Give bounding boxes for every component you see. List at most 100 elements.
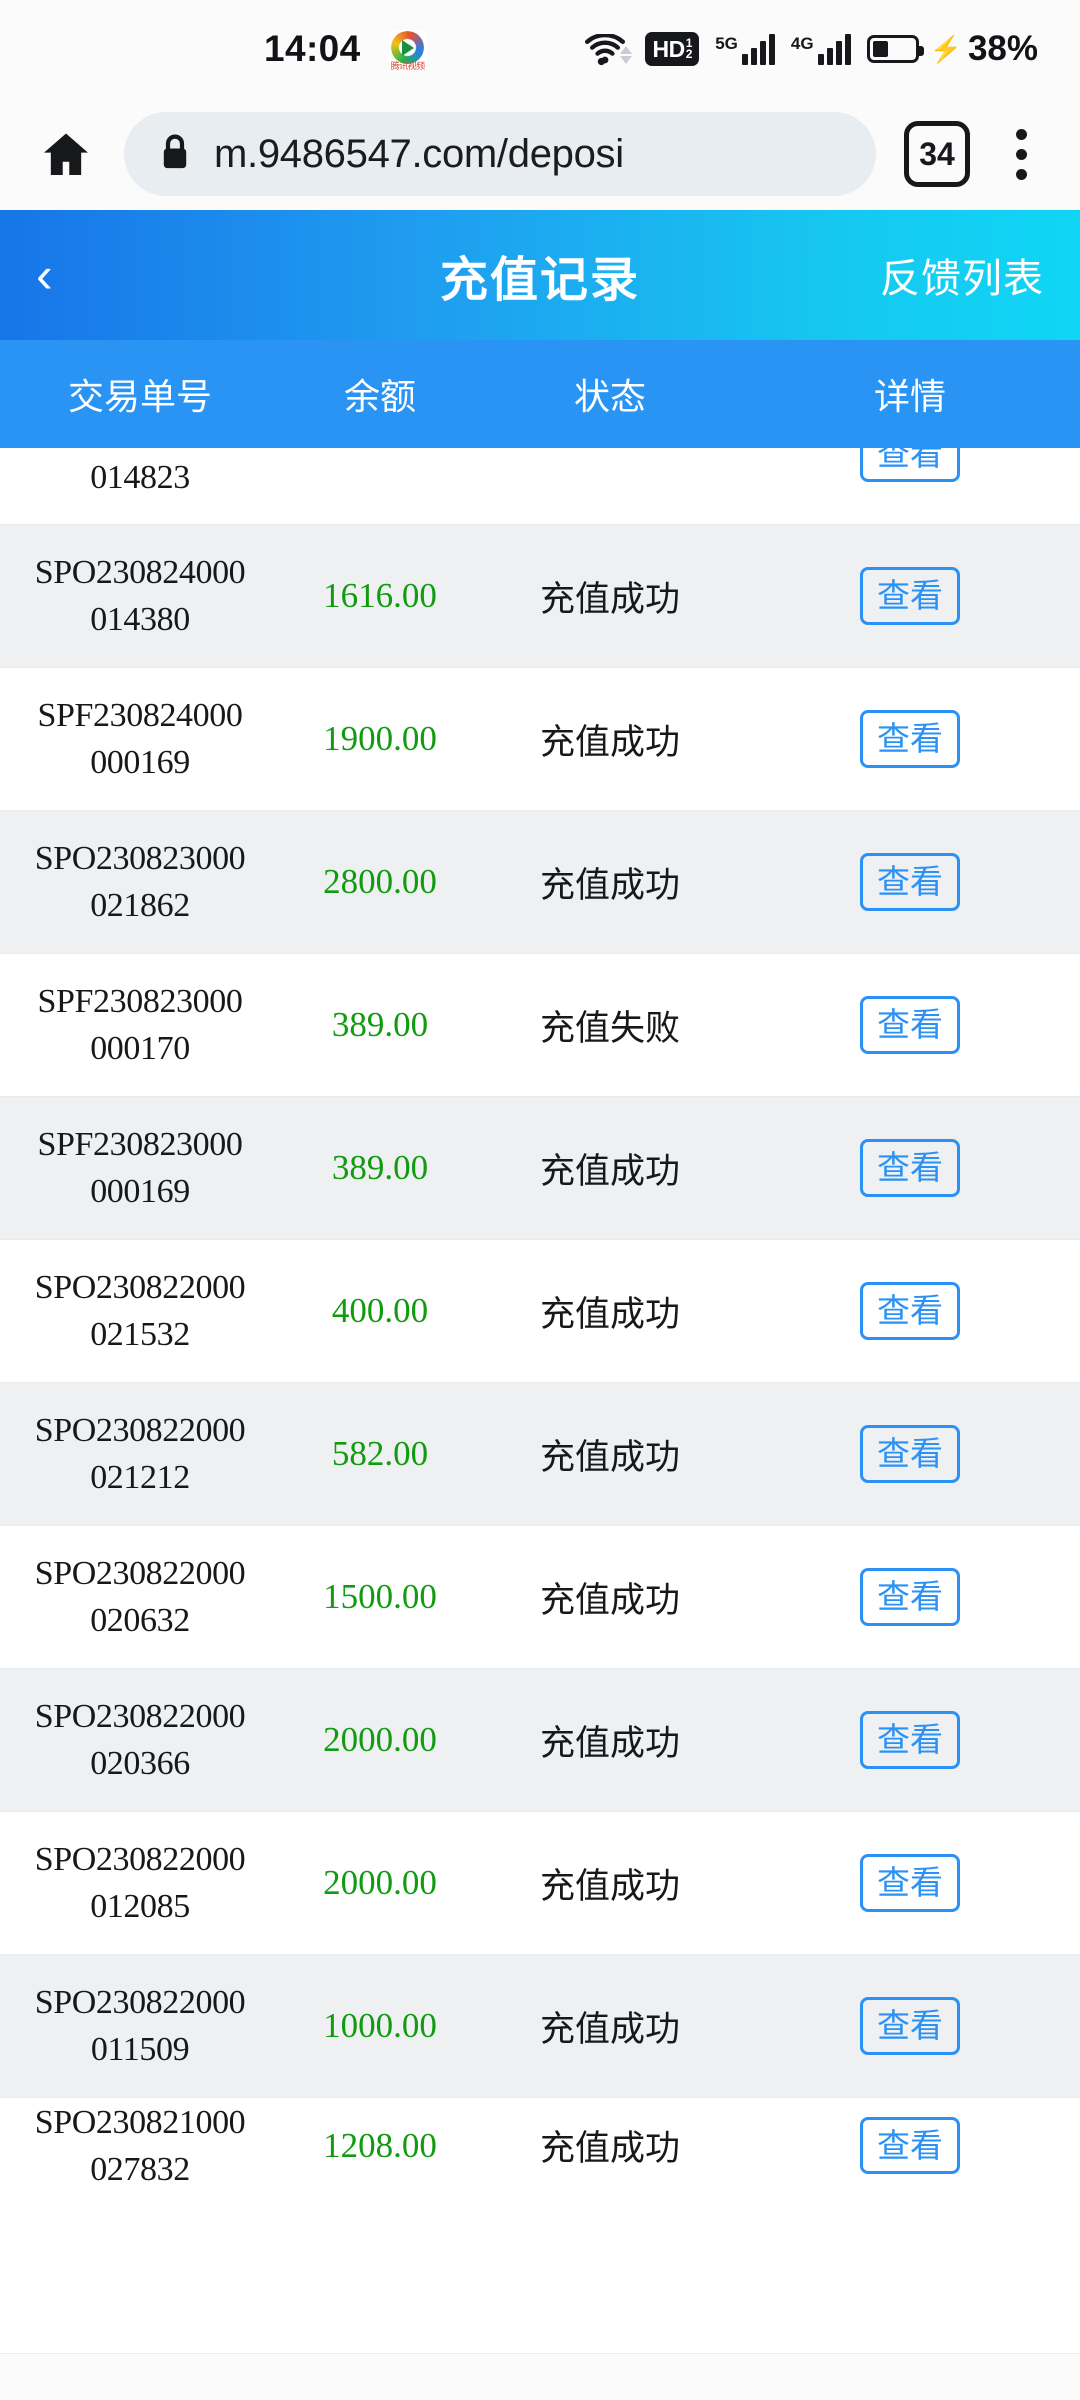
view-button[interactable]: 查看 xyxy=(860,567,960,625)
hd-sub-bottom: 2 xyxy=(685,47,693,61)
cell-transaction-id: SPO230822000 020632 xyxy=(34,1555,246,1639)
table-row[interactable]: SPO230822000 012085 2000.00 充值成功 查看 xyxy=(0,1812,1080,1955)
table-row[interactable]: SPO230822000 021212 582.00 充值成功 查看 xyxy=(0,1383,1080,1526)
signal-5g-icon: 5G xyxy=(715,33,775,65)
wifi-icon xyxy=(585,32,633,66)
lock-icon xyxy=(158,131,192,178)
view-button[interactable]: 查看 xyxy=(860,1282,960,1340)
cell-amount: 389.00 xyxy=(331,1148,429,1187)
cell-detail: 查看 xyxy=(740,1282,1080,1340)
cell-detail: 查看 xyxy=(740,1425,1080,1483)
tab-counter-button[interactable]: 34 xyxy=(904,121,970,187)
cell-amount: 389.00 xyxy=(331,1005,429,1044)
cell-detail: 查看 xyxy=(740,1997,1080,2055)
cell-transaction-id: SPO230824000 014380 xyxy=(34,554,246,638)
battery-icon xyxy=(866,35,924,63)
view-button[interactable]: 查看 xyxy=(860,1711,960,1769)
cell-amount: 1208.00 xyxy=(323,2125,437,2165)
table-row[interactable]: SPO230822000 020632 1500.00 充值成功 查看 xyxy=(0,1526,1080,1669)
cell-status: 充值成功 xyxy=(539,2129,680,2168)
cell-detail: 查看 xyxy=(740,567,1080,625)
cell-transaction-id: SPF230824000 000169 xyxy=(37,697,243,781)
cell-detail: 查看 xyxy=(740,2116,1080,2175)
clock-time: 14:04 xyxy=(264,28,361,69)
column-header-detail: 详情 xyxy=(873,376,946,417)
cell-transaction-id: SPO230822000 021532 xyxy=(34,1269,246,1353)
view-button[interactable]: 查看 xyxy=(860,996,960,1054)
charging-bolt-icon: ⚡ xyxy=(929,34,962,64)
cell-amount: 1500.00 xyxy=(323,1577,437,1616)
table-row[interactable]: SPO230822000 020366 2000.00 充值成功 查看 xyxy=(0,1669,1080,1812)
column-header-status: 状态 xyxy=(573,376,646,417)
url-text[interactable]: m.9486547.com/deposi xyxy=(214,131,624,176)
view-button[interactable]: 查看 xyxy=(860,1854,960,1912)
cell-status: 充值成功 xyxy=(539,1294,680,1334)
url-omnibox[interactable]: m.9486547.com/deposi xyxy=(124,112,876,196)
cell-status: 充值成功 xyxy=(539,722,680,762)
chevron-left-icon[interactable]: ‹ xyxy=(36,247,53,303)
view-button[interactable]: 查看 xyxy=(860,1997,960,2055)
table-row[interactable]: SPO230822000 011509 1000.00 充值成功 查看 xyxy=(0,1955,1080,2098)
cell-amount: 400.00 xyxy=(331,1291,429,1330)
table-row[interactable]: SPO230823000 021862 2800.00 充值成功 查看 xyxy=(0,811,1080,954)
hd-sub-top: 1 xyxy=(685,36,693,50)
view-button[interactable]: 查看 xyxy=(860,710,960,768)
status-bar-left: 14:04 腾讯视频 xyxy=(264,28,427,71)
table-row[interactable]: SPF230823000 000169 389.00 充值成功 查看 xyxy=(0,1097,1080,1240)
view-button[interactable]: 查看 xyxy=(860,2116,960,2175)
table-row[interactable]: SPO230824000014823 查看 xyxy=(0,448,1080,525)
cell-status: 充值成功 xyxy=(539,1866,680,1906)
cell-detail: 查看 xyxy=(740,710,1080,768)
battery-percent-label: 38% xyxy=(967,29,1038,68)
hd-label: HD xyxy=(652,35,685,62)
cell-transaction-id: SPO230822000 012085 xyxy=(34,1841,246,1925)
page-header: ‹ 充值记录 反馈列表 xyxy=(0,210,1080,340)
table-row[interactable]: SPO230824000 014380 1616.00 充值成功 查看 xyxy=(0,525,1080,668)
cell-status: 充值成功 xyxy=(539,2009,680,2049)
status-bar-right: HD 1 2 5G 4G ⚡ 38% xyxy=(585,29,1038,69)
cell-detail: 查看 xyxy=(740,853,1080,911)
cell-status: 充值失败 xyxy=(539,1008,680,1048)
cell-detail: 查看 xyxy=(740,1854,1080,1912)
cell-detail: 查看 xyxy=(740,448,1080,483)
table-header-row: 交易单号 余额 状态 详情 xyxy=(0,340,1080,448)
cell-transaction-id: SPO230823000 021862 xyxy=(34,840,246,924)
cell-detail: 查看 xyxy=(740,1568,1080,1626)
home-icon[interactable] xyxy=(28,116,104,192)
column-header-transaction-id: 交易单号 xyxy=(67,376,212,417)
cell-transaction-id: SPO230824000014823 xyxy=(35,448,246,496)
view-button[interactable]: 查看 xyxy=(860,1425,960,1483)
cell-status: 充值成功 xyxy=(539,1580,680,1620)
transaction-list[interactable]: SPO230824000014823 查看 SPO230824000014380… xyxy=(0,448,1080,2353)
view-button[interactable]: 查看 xyxy=(860,853,960,911)
cell-amount: 2800.00 xyxy=(323,862,437,901)
view-button[interactable]: 查看 xyxy=(860,1568,960,1626)
cell-status: 充值成功 xyxy=(539,1437,680,1477)
table-row[interactable]: SPO230821000 027832 1208.00 充值成功 查看 xyxy=(0,2098,1080,2190)
cell-amount: 1900.00 xyxy=(323,719,437,758)
app-icon-caption: 腾讯视频 xyxy=(390,61,426,71)
cell-transaction-id: SPF230823000 000169 xyxy=(37,1126,243,1210)
cell-status: 充值成功 xyxy=(539,1723,680,1763)
cell-transaction-id: SPO230821000 027832 xyxy=(34,2103,246,2188)
cell-amount: 2000.00 xyxy=(323,1720,437,1759)
cell-transaction-id: SPO230822000 020366 xyxy=(34,1698,246,1782)
cell-detail: 查看 xyxy=(740,1139,1080,1197)
browser-toolbar: m.9486547.com/deposi 34 xyxy=(0,98,1080,210)
cell-transaction-id: SPF230823000 000170 xyxy=(37,983,243,1067)
table-row[interactable]: SPF230824000 000169 1900.00 充值成功 查看 xyxy=(0,668,1080,811)
view-button[interactable]: 查看 xyxy=(860,448,960,483)
cell-amount: 582.00 xyxy=(331,1434,429,1473)
cell-transaction-id: SPO230822000 021212 xyxy=(34,1412,246,1496)
feedback-list-link[interactable]: 反馈列表 xyxy=(880,257,1044,301)
network-5g-label: 5G xyxy=(715,34,738,53)
table-row[interactable]: SPO230822000 021532 400.00 充值成功 查看 xyxy=(0,1240,1080,1383)
three-dot-menu-icon[interactable] xyxy=(990,116,1052,192)
wifi-traffic-arrows-icon xyxy=(620,46,633,64)
view-button[interactable]: 查看 xyxy=(860,1139,960,1197)
cell-detail: 查看 xyxy=(740,996,1080,1054)
cell-amount: 2000.00 xyxy=(323,1863,437,1902)
table-row[interactable]: SPF230823000 000170 389.00 充值失败 查看 xyxy=(0,954,1080,1097)
cell-amount: 1616.00 xyxy=(323,576,437,615)
column-header-amount: 余额 xyxy=(343,376,416,417)
